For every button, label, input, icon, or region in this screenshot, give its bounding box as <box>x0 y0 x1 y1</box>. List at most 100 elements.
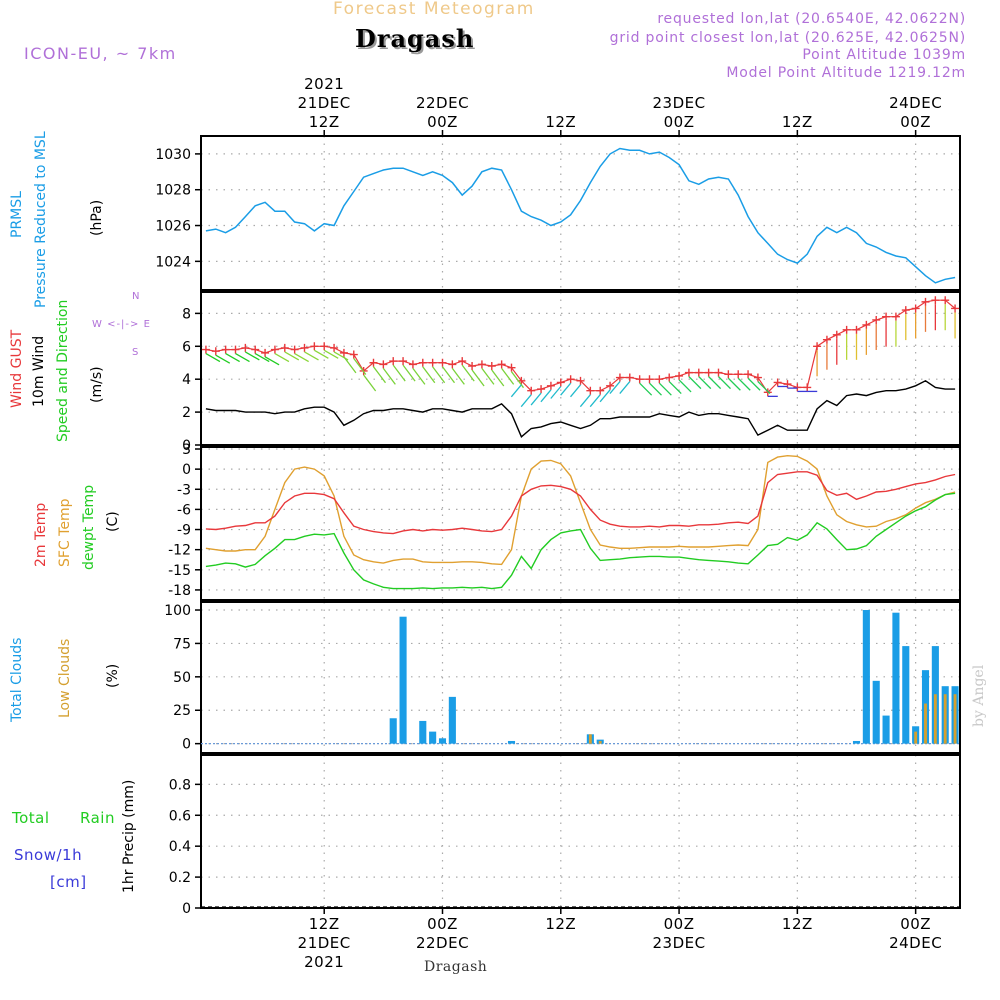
wind-10m-label: 10m Wind <box>31 335 47 407</box>
wind-direction-arrow <box>274 353 290 363</box>
y-tick-label: 0.6 <box>169 808 191 824</box>
gust-marker <box>901 306 910 315</box>
y-tick-label: 50 <box>173 670 191 686</box>
x-tick-label: 23DEC <box>653 94 706 112</box>
wind-direction-arrow <box>698 376 712 390</box>
wind-direction-arrow <box>570 384 581 398</box>
gust-marker <box>931 296 940 305</box>
gust-marker <box>615 373 624 382</box>
temp-2m-line <box>205 471 956 535</box>
gust-marker <box>497 360 506 369</box>
product-title: Forecast Meteogram <box>333 0 535 19</box>
gust-marker <box>586 386 595 395</box>
low-cloud-bar <box>933 694 937 744</box>
gust-marker <box>448 360 457 369</box>
low-cloud-bar <box>598 740 602 744</box>
location-title: Dragash <box>355 24 475 53</box>
wind-direction-arrow <box>599 389 611 403</box>
gust-marker <box>438 358 447 367</box>
gust-marker <box>625 373 634 382</box>
pressure-msl-label: Pressure Reduced to MSL <box>33 131 49 308</box>
gust-marker <box>684 368 693 377</box>
gust-marker <box>487 362 496 371</box>
model-altitude: Model Point Altitude 1219.12m <box>726 65 966 81</box>
panel-frame <box>200 601 961 754</box>
total-cloud-bar <box>862 610 870 744</box>
temp-2m-label: 2m Temp <box>33 502 49 567</box>
wind-direction-arrow <box>718 376 731 390</box>
total-cloud-bar <box>892 612 900 744</box>
gust-marker <box>211 347 220 356</box>
wind-direction-arrow <box>461 364 475 382</box>
y-tick-label: -15 <box>168 563 191 579</box>
total-cloud-bar <box>882 715 890 744</box>
wind-direction-arrow <box>589 394 601 408</box>
gust-marker <box>645 375 654 384</box>
point-altitude: Point Altitude 1039m <box>802 47 966 63</box>
wind-direction-arrow <box>264 356 280 366</box>
compass-n: N <box>132 291 140 302</box>
wind-direction-arrow <box>235 353 250 363</box>
gust-marker <box>832 330 841 339</box>
wind-direction-arrow <box>737 377 751 391</box>
y-tick-label: 0.2 <box>169 870 191 886</box>
panel-separator <box>201 753 960 756</box>
gust-marker <box>349 350 358 359</box>
gust-marker <box>310 342 319 351</box>
y-tick-label: 6 <box>182 339 191 355</box>
gust-marker <box>507 363 516 372</box>
gust-marker <box>527 386 536 395</box>
gust-marker <box>339 348 348 357</box>
x-tick-label: 00Z <box>664 915 695 933</box>
y-tick-label: 0.8 <box>169 777 191 793</box>
wind-direction-arrow <box>382 367 396 385</box>
low-cloud-bar <box>914 731 918 744</box>
x-tick-label: 22DEC <box>416 94 469 112</box>
wind-direction-arrow <box>510 384 522 398</box>
x-tick-label: 00Z <box>427 915 458 933</box>
x-tick-label: 12Z <box>309 113 340 131</box>
y-tick-label: 1024 <box>155 254 191 270</box>
wind-direction-arrow <box>323 349 339 359</box>
panel-frame <box>200 135 961 291</box>
gust-marker <box>891 312 900 321</box>
gust-marker <box>675 371 684 380</box>
gust-marker <box>941 296 950 305</box>
wind-gust-label: Wind GUST <box>9 329 25 408</box>
gust-marker <box>231 345 240 354</box>
temp-sfc-label: SFC Temp <box>57 498 73 567</box>
gust-marker <box>852 325 861 334</box>
wind-direction-arrow <box>402 364 416 382</box>
low-cloud-bar <box>943 694 947 744</box>
wind-direction-arrow <box>304 351 319 361</box>
total-cloud-bar <box>872 680 880 744</box>
y-tick-label: 3 <box>182 442 191 458</box>
gust-marker <box>290 345 299 354</box>
y-tick-label: 4 <box>182 372 191 388</box>
gust-marker <box>389 357 398 366</box>
wind-direction-arrow <box>441 366 456 384</box>
gust-marker <box>655 375 664 384</box>
footer-location: Dragash <box>424 959 488 975</box>
wind-direction-arrow <box>215 354 231 364</box>
wind-direction-arrow <box>668 381 682 395</box>
wind-speed-dir-label: Speed and Direction <box>55 299 71 442</box>
total-cloud-bar <box>507 740 516 744</box>
wind-direction-arrow <box>727 377 741 391</box>
gust-marker <box>724 370 733 379</box>
gust-marker <box>418 358 427 367</box>
wind-direction-arrow <box>225 353 240 363</box>
gust-marker <box>951 304 960 313</box>
wind-direction-arrow <box>520 394 532 408</box>
wind-direction-arrow <box>579 394 591 408</box>
gust-marker <box>261 348 270 357</box>
total-clouds-label: Total Clouds <box>9 637 25 722</box>
wind-direction-arrow <box>619 381 631 394</box>
wind-direction-arrow <box>688 376 702 390</box>
total-cloud-bar <box>438 738 447 744</box>
gust-marker <box>842 325 851 334</box>
wind-direction-arrow <box>284 351 300 361</box>
gust-marker <box>320 342 329 351</box>
wind-speed-line <box>205 379 956 438</box>
